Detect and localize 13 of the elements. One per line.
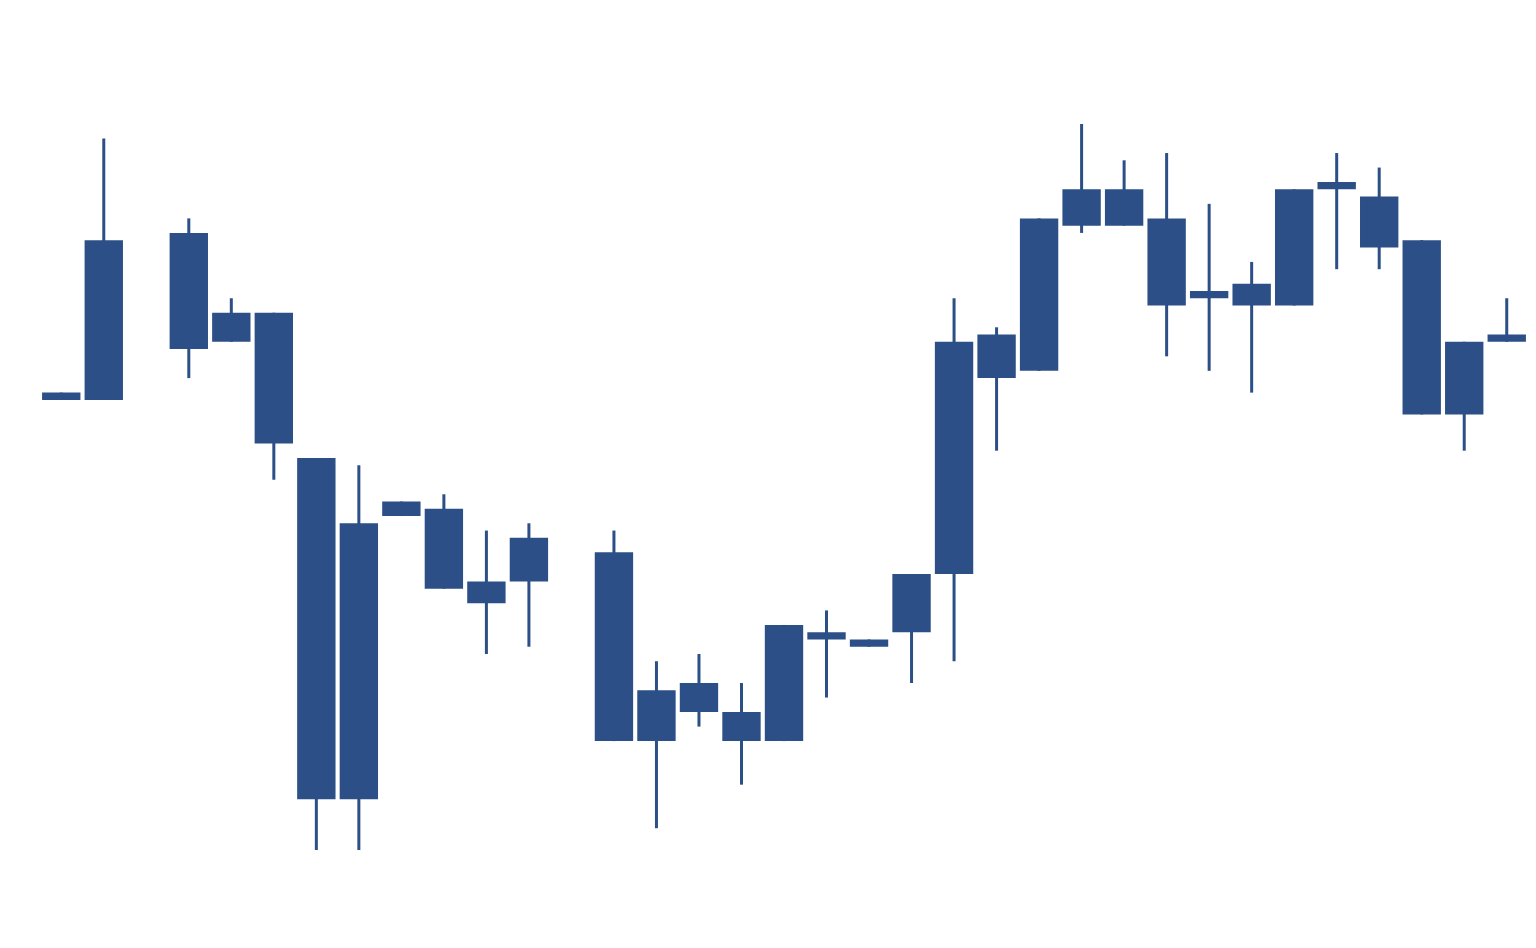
- candlestick: [1487, 296, 1526, 344]
- candlestick: [1317, 151, 1356, 271]
- candlestick: [807, 608, 846, 700]
- candlestick: [722, 681, 761, 787]
- candlestick: [467, 529, 506, 656]
- candlestick: [1104, 158, 1144, 228]
- candlestick: [977, 325, 1016, 453]
- candlestick: [1062, 122, 1101, 235]
- candlestick: [679, 652, 719, 729]
- candlestick: [509, 521, 549, 649]
- candlestick: [212, 296, 251, 344]
- candlestick: [1189, 202, 1229, 373]
- candlestick: [1232, 260, 1271, 395]
